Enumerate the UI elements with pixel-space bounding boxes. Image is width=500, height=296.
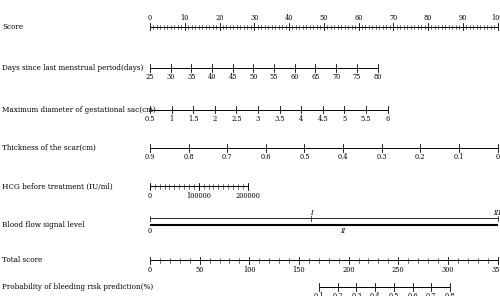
Text: 3: 3 bbox=[256, 115, 260, 123]
Text: III: III bbox=[494, 209, 500, 217]
Text: 0.6: 0.6 bbox=[260, 153, 271, 161]
Text: 100000: 100000 bbox=[186, 192, 211, 200]
Text: 5.5: 5.5 bbox=[360, 115, 371, 123]
Text: 200: 200 bbox=[342, 266, 355, 274]
Text: 0.5: 0.5 bbox=[299, 153, 310, 161]
Text: 0: 0 bbox=[496, 153, 500, 161]
Text: 0.8: 0.8 bbox=[445, 292, 455, 296]
Text: 50: 50 bbox=[196, 266, 204, 274]
Text: 3.5: 3.5 bbox=[274, 115, 285, 123]
Text: 70: 70 bbox=[389, 14, 398, 22]
Text: 60: 60 bbox=[290, 73, 299, 81]
Text: Thickness of the scar(cm): Thickness of the scar(cm) bbox=[2, 144, 96, 152]
Text: 0.4: 0.4 bbox=[370, 292, 380, 296]
Text: 0.3: 0.3 bbox=[376, 153, 387, 161]
Text: 2: 2 bbox=[212, 115, 217, 123]
Text: HCG before treatment (IU/ml): HCG before treatment (IU/ml) bbox=[2, 182, 113, 191]
Text: 25: 25 bbox=[146, 73, 154, 81]
Text: 0.7: 0.7 bbox=[426, 292, 436, 296]
Text: 80: 80 bbox=[374, 73, 382, 81]
Text: 65: 65 bbox=[311, 73, 320, 81]
Text: 35: 35 bbox=[187, 73, 196, 81]
Text: 0.4: 0.4 bbox=[338, 153, 348, 161]
Text: 50: 50 bbox=[249, 73, 258, 81]
Text: 0: 0 bbox=[148, 14, 152, 22]
Text: Score: Score bbox=[2, 22, 24, 31]
Text: 0.5: 0.5 bbox=[145, 115, 155, 123]
Text: 5: 5 bbox=[342, 115, 346, 123]
Text: II: II bbox=[340, 227, 345, 235]
Text: 150: 150 bbox=[292, 266, 305, 274]
Text: 10: 10 bbox=[180, 14, 189, 22]
Text: 0.1: 0.1 bbox=[314, 292, 324, 296]
Text: 45: 45 bbox=[228, 73, 237, 81]
Text: 40: 40 bbox=[285, 14, 294, 22]
Text: 0.2: 0.2 bbox=[332, 292, 343, 296]
Text: 0: 0 bbox=[148, 192, 152, 200]
Text: 0.6: 0.6 bbox=[408, 292, 418, 296]
Text: 300: 300 bbox=[442, 266, 454, 274]
Text: 40: 40 bbox=[208, 73, 216, 81]
Text: 1: 1 bbox=[170, 115, 173, 123]
Text: 1.5: 1.5 bbox=[188, 115, 198, 123]
Text: 250: 250 bbox=[392, 266, 404, 274]
Text: 200000: 200000 bbox=[235, 192, 260, 200]
Text: Maximum diameter of gestational sac(cm): Maximum diameter of gestational sac(cm) bbox=[2, 105, 156, 114]
Text: 55: 55 bbox=[270, 73, 278, 81]
Text: Probability of bleeding risk prediction(%): Probability of bleeding risk prediction(… bbox=[2, 283, 154, 291]
Text: 80: 80 bbox=[424, 14, 432, 22]
Text: 0.1: 0.1 bbox=[454, 153, 464, 161]
Text: 75: 75 bbox=[352, 73, 361, 81]
Text: 30: 30 bbox=[166, 73, 175, 81]
Text: 0: 0 bbox=[148, 227, 152, 235]
Text: 0.3: 0.3 bbox=[351, 292, 362, 296]
Text: I: I bbox=[310, 209, 312, 217]
Text: Blood flow signal level: Blood flow signal level bbox=[2, 221, 85, 229]
Text: Days since last menstrual period(days): Days since last menstrual period(days) bbox=[2, 64, 144, 72]
Text: 20: 20 bbox=[216, 14, 224, 22]
Text: 0: 0 bbox=[148, 266, 152, 274]
Text: 90: 90 bbox=[458, 14, 467, 22]
Text: 100: 100 bbox=[492, 14, 500, 22]
Text: 0.2: 0.2 bbox=[415, 153, 426, 161]
Text: 0.5: 0.5 bbox=[388, 292, 399, 296]
Text: 6: 6 bbox=[386, 115, 390, 123]
Text: 350: 350 bbox=[491, 266, 500, 274]
Text: 0.8: 0.8 bbox=[184, 153, 194, 161]
Text: Total score: Total score bbox=[2, 256, 43, 265]
Text: 60: 60 bbox=[354, 14, 362, 22]
Text: 0.7: 0.7 bbox=[222, 153, 232, 161]
Text: 70: 70 bbox=[332, 73, 340, 81]
Text: 0.9: 0.9 bbox=[145, 153, 155, 161]
Text: 30: 30 bbox=[250, 14, 258, 22]
Text: 4.5: 4.5 bbox=[318, 115, 328, 123]
Text: 2.5: 2.5 bbox=[231, 115, 241, 123]
Text: 50: 50 bbox=[320, 14, 328, 22]
Text: 4: 4 bbox=[299, 115, 304, 123]
Text: 100: 100 bbox=[243, 266, 256, 274]
